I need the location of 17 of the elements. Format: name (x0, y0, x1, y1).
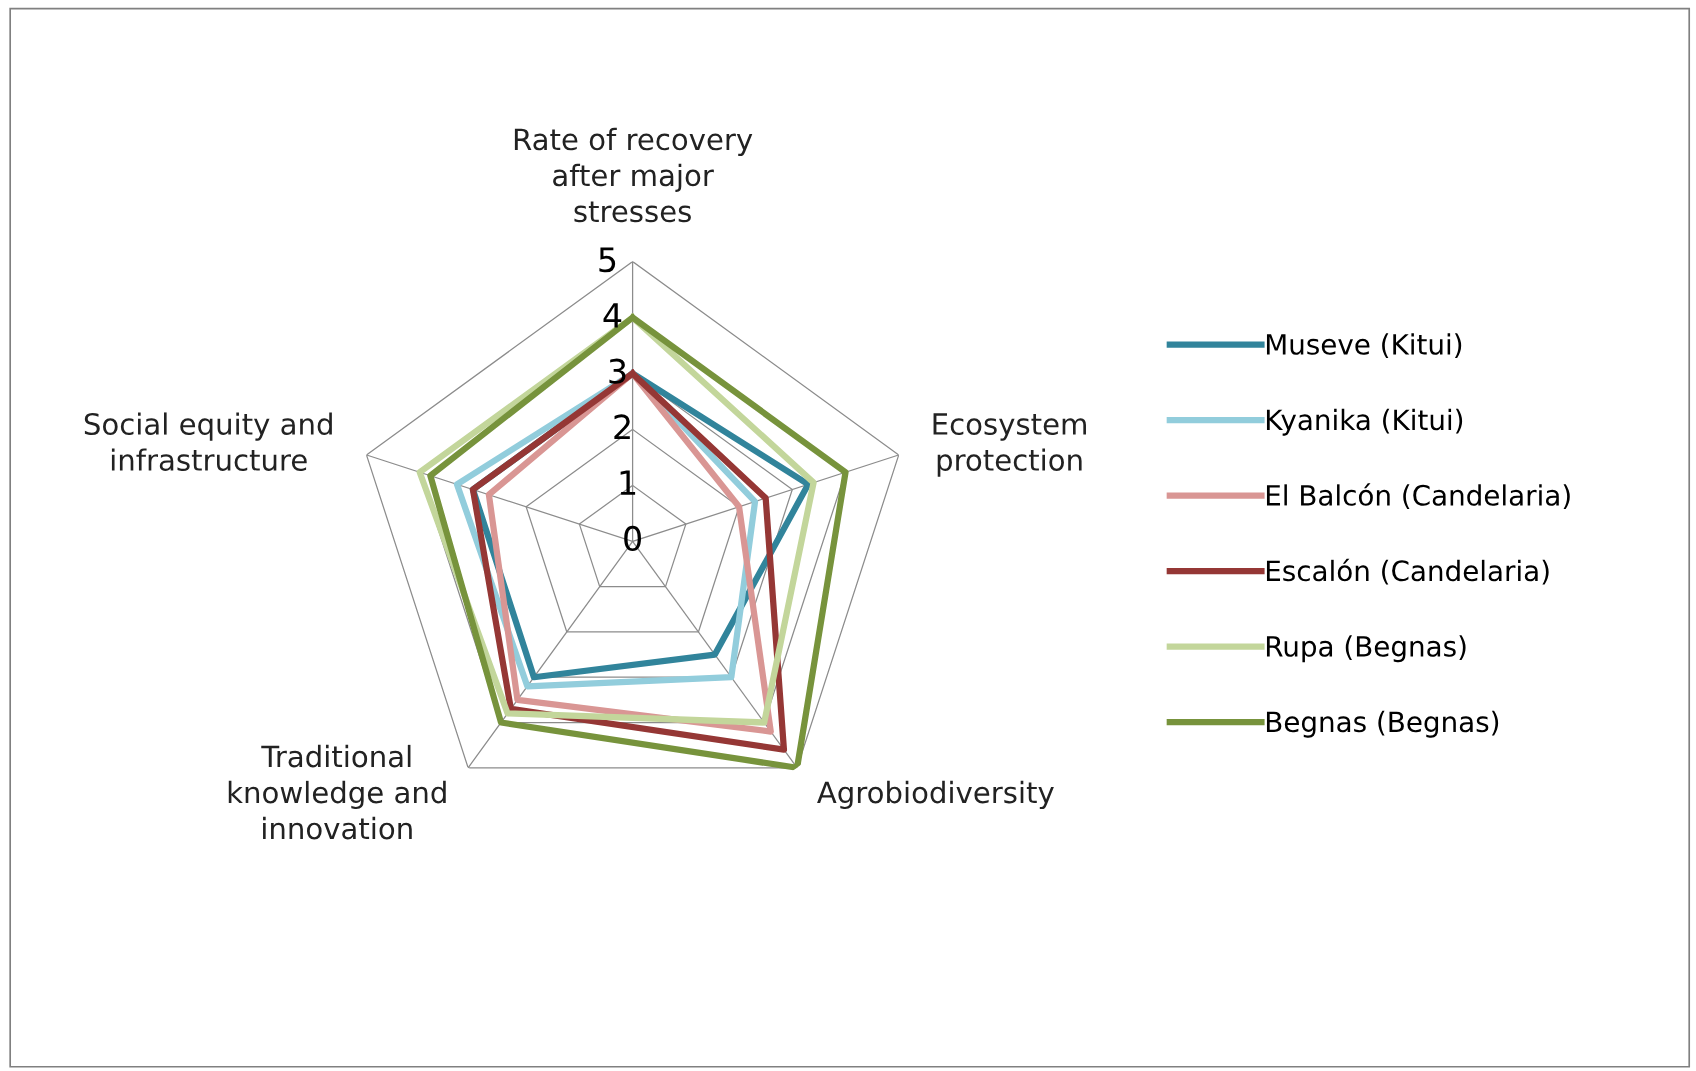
y-tick-label: 4 (603, 303, 622, 328)
legend-label: Escalón (Candelaria) (1266, 558, 1549, 585)
y-tick-label: 3 (609, 358, 626, 384)
y-tick-label: 2 (614, 414, 630, 440)
y-tick-label: 5 (599, 247, 616, 273)
spoke-label: Agrobiodiversity (817, 780, 1054, 810)
y-tick-label: 1 (620, 470, 636, 495)
legend-label: Rupa (Begnas) (1266, 635, 1466, 663)
legend-label: El Balcón (Candelaria) (1266, 483, 1570, 510)
legend-label: Begnas (Begnas) (1266, 710, 1499, 738)
spoke-label: Traditional knowledge and innovation (228, 744, 446, 840)
spoke-label: Ecosystem protection (933, 413, 1086, 477)
legend-label: Kyanika (Kitui) (1266, 408, 1463, 436)
spoke-label: Social equity and infrastructure (84, 412, 332, 471)
spoke-label: Rate of recovery after major stresses (514, 127, 753, 223)
y-tick-label: 0 (624, 525, 641, 552)
legend-label: Museve (Kitui) (1266, 333, 1462, 359)
